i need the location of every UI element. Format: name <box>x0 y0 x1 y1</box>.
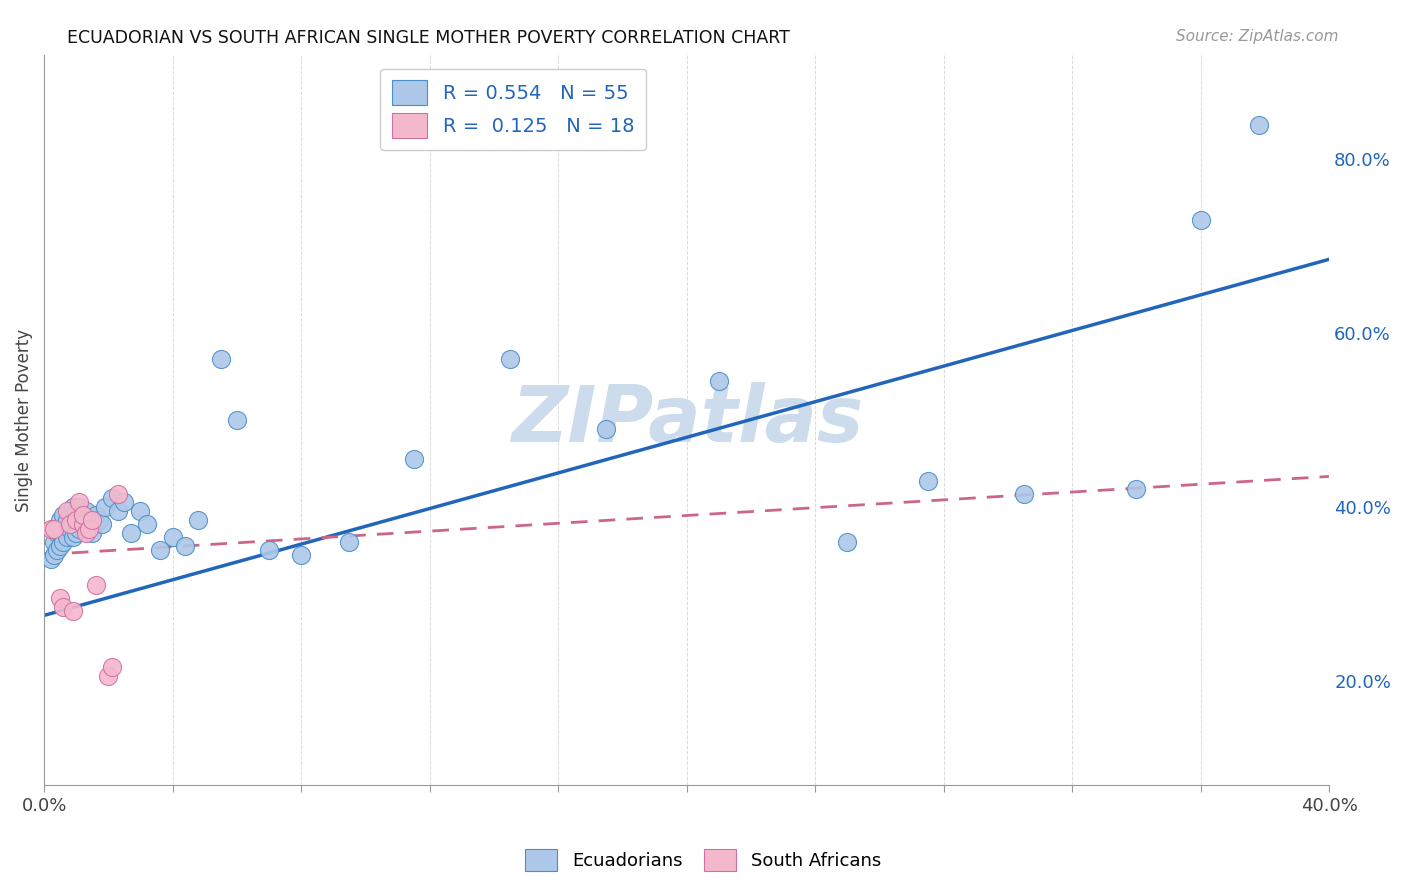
Point <box>837 534 859 549</box>
Point <box>72 508 94 523</box>
Point <box>62 604 84 618</box>
Point <box>129 504 152 518</box>
Point <box>499 352 522 367</box>
Point <box>42 548 65 562</box>
Point <box>59 522 82 536</box>
Point <box>42 522 65 536</box>
Point <box>1012 487 1035 501</box>
Point <box>46 525 69 540</box>
Point <box>290 548 312 562</box>
Point <box>97 669 120 683</box>
Point <box>707 374 730 388</box>
Text: ECUADORIAN VS SOUTH AFRICAN SINGLE MOTHER POVERTY CORRELATION CHART: ECUADORIAN VS SOUTH AFRICAN SINGLE MOTHE… <box>67 29 790 46</box>
Point <box>84 578 107 592</box>
Point <box>1125 483 1147 497</box>
Point <box>42 534 65 549</box>
Point <box>55 504 77 518</box>
Point <box>69 495 91 509</box>
Point <box>77 513 100 527</box>
Point <box>65 513 87 527</box>
Point <box>149 543 172 558</box>
Point <box>39 552 62 566</box>
Point <box>107 504 129 518</box>
Point <box>114 495 136 509</box>
Y-axis label: Single Mother Poverty: Single Mother Poverty <box>15 328 32 511</box>
Point <box>62 530 84 544</box>
Point <box>69 522 91 536</box>
Point <box>187 513 209 527</box>
Point <box>84 508 107 523</box>
Point <box>94 500 117 514</box>
Point <box>87 513 110 527</box>
Point <box>65 504 87 518</box>
Point <box>52 534 75 549</box>
Point <box>72 517 94 532</box>
Point <box>1189 213 1212 227</box>
Point <box>174 539 197 553</box>
Point <box>225 413 247 427</box>
Point <box>82 525 104 540</box>
Point <box>337 534 360 549</box>
Point <box>49 513 72 527</box>
Legend: Ecuadorians, South Africans: Ecuadorians, South Africans <box>517 842 889 879</box>
Point <box>65 525 87 540</box>
Point <box>55 513 77 527</box>
Point <box>91 517 114 532</box>
Text: Source: ZipAtlas.com: Source: ZipAtlas.com <box>1175 29 1339 44</box>
Point <box>75 522 97 536</box>
Point <box>49 539 72 553</box>
Point <box>257 543 280 558</box>
Point <box>72 508 94 523</box>
Point <box>100 491 122 505</box>
Point <box>52 508 75 523</box>
Point <box>209 352 232 367</box>
Point <box>49 591 72 605</box>
Point <box>46 543 69 558</box>
Legend: R = 0.554   N = 55, R =  0.125   N = 18: R = 0.554 N = 55, R = 0.125 N = 18 <box>381 69 645 150</box>
Text: ZIPatlas: ZIPatlas <box>510 382 863 458</box>
Point <box>107 487 129 501</box>
Point <box>72 517 94 532</box>
Point <box>62 500 84 514</box>
Point <box>1247 118 1270 132</box>
Point <box>82 513 104 527</box>
Point <box>59 517 82 532</box>
Point <box>595 422 617 436</box>
Point <box>120 525 142 540</box>
Point <box>917 474 939 488</box>
Point <box>162 530 184 544</box>
Point <box>69 500 91 514</box>
Point <box>55 530 77 544</box>
Point <box>135 517 157 532</box>
Point <box>75 525 97 540</box>
Point <box>75 504 97 518</box>
Point <box>100 660 122 674</box>
Point <box>59 504 82 518</box>
Point <box>52 599 75 614</box>
Point <box>77 522 100 536</box>
Point <box>49 525 72 540</box>
Point <box>402 452 425 467</box>
Point <box>39 522 62 536</box>
